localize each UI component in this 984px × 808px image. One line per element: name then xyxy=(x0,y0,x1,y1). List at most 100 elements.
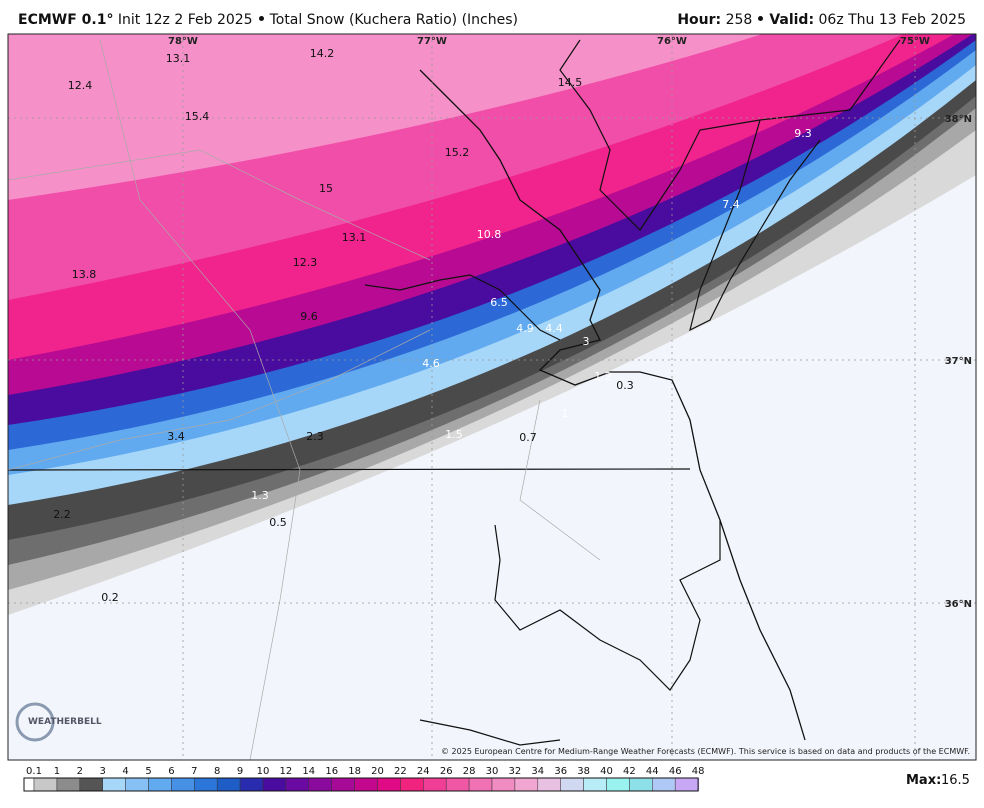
init: Init 12z 2 Feb 2025 xyxy=(117,12,253,28)
snow-total-label: 4.4 xyxy=(545,322,563,335)
longitude-label: 78°W xyxy=(168,36,198,47)
header-left: ECMWF 0.1° Init 12z 2 Feb 2025 Total Snow… xyxy=(18,12,518,28)
colorbar-swatch xyxy=(400,777,424,792)
latitude-label: 37°N xyxy=(945,356,972,367)
colorbar-label: 32 xyxy=(509,766,522,777)
colorbar-swatch xyxy=(33,777,58,792)
colorbar-frame xyxy=(23,777,699,792)
map-frame xyxy=(7,33,977,761)
colorbar-swatch xyxy=(308,777,332,792)
hour-label: Hour: xyxy=(677,12,722,28)
colorbar-label: 20 xyxy=(371,766,384,777)
valid-label: Valid: xyxy=(769,12,815,28)
colorbar-swatch xyxy=(606,777,630,792)
snow-total-label: 15.2 xyxy=(445,146,470,159)
colorbar-swatch xyxy=(354,777,378,792)
snow-total-label: 6.5 xyxy=(490,296,508,309)
snow-total-label: 4.6 xyxy=(422,357,440,370)
coastline xyxy=(559,39,901,231)
copyright: © 2025 European Centre for Medium-Range … xyxy=(441,747,970,756)
colorbar-label: 5 xyxy=(145,766,151,777)
latitude-label: 36°N xyxy=(945,599,972,610)
colorbar-label: 3 xyxy=(100,766,106,777)
colorbar-swatch xyxy=(23,777,35,792)
snow-total-label: 13.1 xyxy=(342,231,367,244)
colorbar-swatch xyxy=(216,777,241,792)
colorbar-swatch xyxy=(537,777,561,792)
county-lines xyxy=(8,39,601,760)
snow-total-label: 1.5 xyxy=(445,428,463,441)
colorbar-label: 7 xyxy=(191,766,197,777)
colorbar-label: 24 xyxy=(417,766,430,777)
colorbar-label: 34 xyxy=(531,766,544,777)
model: ECMWF 0.1° xyxy=(18,12,114,28)
snow-band xyxy=(8,34,976,200)
latitude-label: 38°N xyxy=(945,114,972,125)
snow-total-label: 2.2 xyxy=(53,508,71,521)
max-label: Max: xyxy=(906,773,941,788)
snow-total-label: 13.8 xyxy=(72,268,97,281)
state-border xyxy=(8,468,691,471)
colorbar-swatch xyxy=(262,777,287,792)
colorbar-label: 4 xyxy=(122,766,128,777)
colorbar-swatch xyxy=(652,777,676,792)
colorbar-label: 14 xyxy=(302,766,315,777)
colorbar-label: 26 xyxy=(440,766,453,777)
colorbar-label: 22 xyxy=(394,766,407,777)
coastline xyxy=(419,719,561,746)
colorbar-swatch xyxy=(148,777,172,792)
colorbar-label: 48 xyxy=(692,766,705,777)
colorbar-swatch xyxy=(331,777,355,792)
colorbar-label: 6 xyxy=(168,766,174,777)
colorbar: 0.1 1 2 3 4 5 6 7 8 9 10 12 14 16 18 20 22 24 26 28 30 32 34 36… xyxy=(23,766,705,792)
colorbar-swatch xyxy=(674,777,699,792)
colorbar-label: 44 xyxy=(646,766,659,777)
colorbar-label: 38 xyxy=(577,766,590,777)
colorbar-label: 9 xyxy=(237,766,243,777)
snow-total-label: 15 xyxy=(319,182,333,195)
snow-total-label: 0.7 xyxy=(519,431,537,444)
separator xyxy=(758,16,764,21)
snow-total-label: 0.2 xyxy=(101,591,119,604)
colorbar-swatch xyxy=(239,777,264,792)
colorbar-swatch xyxy=(629,777,653,792)
snow-total-label: 0.5 xyxy=(269,516,287,529)
snow-total-label: 15.4 xyxy=(185,110,210,123)
snow-total-label: 0.3 xyxy=(616,379,634,392)
snow-total-label: 3 xyxy=(583,335,590,348)
colorbar-label: 30 xyxy=(486,766,499,777)
snow-total-label: 1 xyxy=(562,407,569,420)
colorbar-swatch xyxy=(445,777,470,792)
longitude-label: 75°W xyxy=(900,36,930,47)
colorbar-swatch xyxy=(423,777,447,792)
colorbar-label: 1 xyxy=(54,766,60,777)
graticule: 78°W 77°W 76°W 75°W 38°N 37°N 36°N xyxy=(8,34,976,760)
colorbar-swatch xyxy=(377,777,401,792)
colorbar-swatch xyxy=(56,777,81,792)
logo-text: WEATHERBELL xyxy=(28,717,102,727)
snow-total-label: 2.3 xyxy=(306,430,324,443)
snow-total-label: 14.5 xyxy=(558,76,583,89)
colorbar-swatch xyxy=(560,777,584,792)
coastline xyxy=(419,69,806,741)
colorbar-swatch xyxy=(468,777,493,792)
snow-total-label: 1.3 xyxy=(251,489,269,502)
colorbar-label: 18 xyxy=(348,766,361,777)
colorbar-label: 16 xyxy=(325,766,338,777)
max-value: 16.5 xyxy=(941,773,970,788)
colorbar-label: 36 xyxy=(554,766,567,777)
colorbar-label: 10 xyxy=(257,766,270,777)
colorbar-swatch xyxy=(514,777,539,792)
snow-total-label: 7.4 xyxy=(722,198,740,211)
product: Total Snow (Kuchera Ratio) (Inches) xyxy=(269,12,518,28)
colorbar-label: 8 xyxy=(214,766,220,777)
snow-total-label: 12.4 xyxy=(68,79,93,92)
coastline xyxy=(689,119,821,332)
sound-shore xyxy=(494,520,721,691)
colorbar-swatch xyxy=(491,777,516,792)
snow-total-label: 12.3 xyxy=(293,256,318,269)
colorbar-swatch xyxy=(194,777,218,792)
hour: 258 xyxy=(725,12,753,28)
